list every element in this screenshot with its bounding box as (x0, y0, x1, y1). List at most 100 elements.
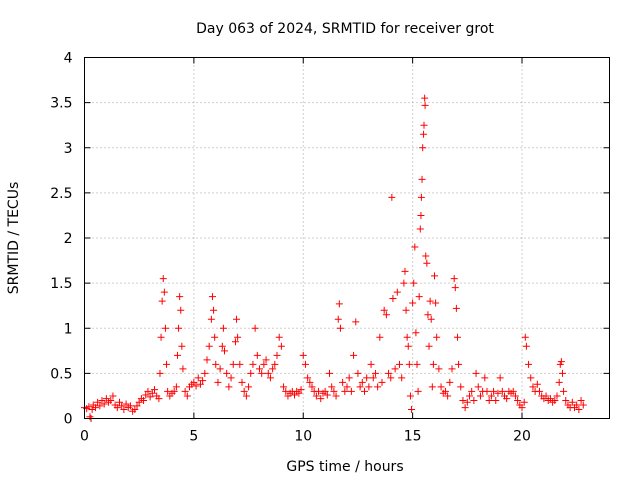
data-point (415, 293, 423, 301)
data-point (210, 306, 218, 314)
data-point (155, 395, 163, 403)
data-point (275, 333, 283, 341)
data-point (179, 365, 187, 373)
data-point (387, 374, 395, 382)
data-point (339, 378, 347, 386)
x-tick-label: 20 (513, 429, 531, 445)
data-point (363, 374, 371, 382)
data-point (144, 387, 152, 395)
y-tick-label: 4 (64, 51, 73, 67)
data-point (135, 398, 143, 406)
data-point (113, 404, 121, 412)
data-point (396, 360, 403, 368)
data-point (264, 369, 272, 377)
data-point (419, 144, 427, 152)
data-point (514, 396, 522, 404)
data-point (96, 402, 104, 410)
data-point (490, 387, 498, 395)
data-point (282, 387, 290, 395)
data-point (199, 377, 207, 385)
data-point (233, 315, 241, 323)
y-tick-label: 2.5 (50, 186, 72, 202)
data-point (280, 383, 288, 391)
data-point (273, 351, 281, 359)
x-tick-label: 10 (294, 429, 312, 445)
data-point (481, 374, 489, 382)
data-point (178, 342, 186, 350)
y-tick-label: 0 (64, 412, 73, 428)
data-point (91, 404, 99, 412)
data-point (269, 365, 277, 373)
data-point (236, 360, 244, 368)
data-point (192, 382, 200, 390)
data-point (315, 387, 323, 395)
data-point (382, 311, 390, 319)
data-point (271, 360, 279, 368)
data-point (227, 374, 235, 382)
data-point (560, 387, 568, 395)
data-point (529, 383, 537, 391)
data-point (579, 401, 587, 409)
data-point (568, 398, 576, 406)
data-point (555, 378, 563, 386)
data-point (116, 398, 123, 406)
data-point (483, 387, 491, 395)
data-point (420, 130, 428, 138)
data-point (417, 211, 425, 219)
data-point (503, 395, 511, 403)
data-point (160, 288, 168, 296)
data-point (533, 380, 541, 388)
data-point (374, 383, 382, 391)
data-point (146, 393, 154, 401)
data-point (536, 387, 543, 395)
data-point (444, 392, 452, 400)
y-axis-title: SRMTID / TECUs (6, 182, 22, 295)
data-point (509, 387, 517, 395)
data-point (472, 369, 480, 377)
x-tick-label: 5 (189, 429, 198, 445)
data-point (459, 396, 467, 404)
data-point (361, 387, 368, 395)
data-point (398, 374, 406, 382)
data-series-srmtid (81, 94, 587, 422)
data-point (295, 389, 303, 397)
data-point (242, 392, 250, 400)
data-point (380, 306, 388, 314)
data-point (354, 369, 362, 377)
data-point (240, 387, 248, 395)
data-point (323, 391, 331, 399)
data-point (98, 396, 106, 404)
data-point (416, 225, 424, 233)
x-axis-title: GPS time / hours (286, 459, 403, 475)
data-point (194, 374, 202, 382)
data-point (575, 405, 583, 413)
data-point (277, 342, 285, 350)
data-point (335, 300, 343, 308)
data-point (100, 400, 108, 408)
data-point (161, 324, 169, 332)
data-point (214, 378, 222, 386)
data-point (157, 333, 165, 341)
data-point (403, 333, 411, 341)
data-point (159, 275, 167, 283)
data-point (211, 333, 219, 341)
data-point (424, 311, 432, 319)
data-point (251, 324, 259, 332)
data-point (385, 369, 393, 377)
data-point (371, 369, 379, 377)
data-point (426, 297, 434, 305)
data-point (308, 383, 316, 391)
data-point (542, 392, 550, 400)
data-point (176, 293, 184, 301)
data-point (405, 360, 413, 368)
data-point (485, 396, 493, 404)
data-point (321, 387, 329, 395)
data-point (223, 369, 231, 377)
x-tick-label: 0 (80, 429, 89, 445)
data-point (365, 383, 373, 391)
data-point (431, 272, 438, 280)
data-point (432, 299, 440, 307)
data-point (334, 315, 342, 323)
data-point (352, 318, 360, 326)
